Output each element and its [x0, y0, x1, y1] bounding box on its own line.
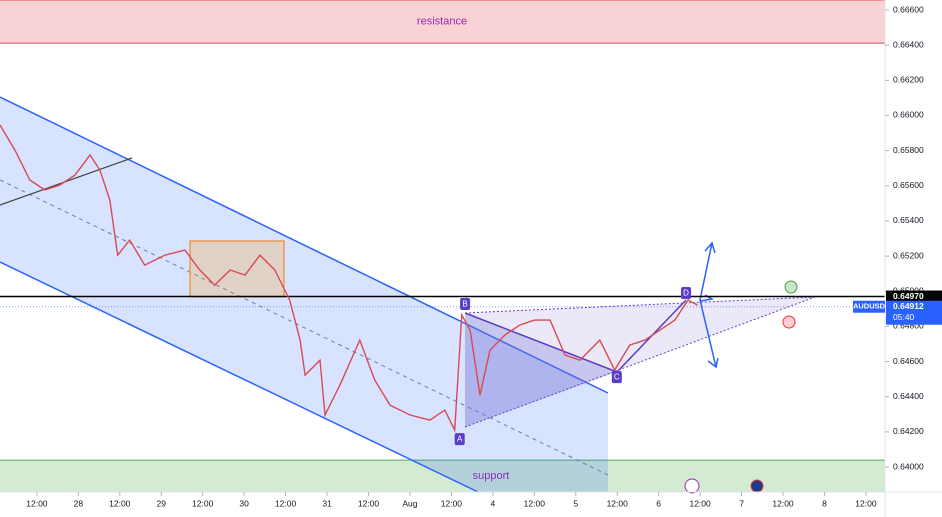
y-tick-label: 0.65200	[893, 250, 924, 260]
x-tick-label: 12:00	[524, 498, 546, 508]
price-line-label: 0.64970	[893, 291, 924, 301]
channel-upper	[0, 96, 609, 394]
x-tick-label: 12:00	[607, 498, 629, 508]
y-tick-label: 0.64200	[893, 426, 924, 436]
x-tick-label: 29	[157, 498, 167, 508]
event-icon[interactable]	[684, 478, 700, 494]
channel-lower	[0, 261, 479, 493]
abc-fill	[465, 313, 617, 427]
x-tick-label: 4	[490, 498, 495, 508]
y-tick-label: 0.64000	[893, 461, 924, 471]
stop-circle	[782, 315, 796, 329]
x-tick-label: 28	[74, 498, 84, 508]
last-price-label: 0.64912	[893, 301, 924, 311]
arrow-up	[699, 242, 713, 301]
pattern-label: D	[683, 289, 689, 298]
x-tick-label: Aug	[402, 498, 417, 508]
x-tick-label: 12:00	[441, 498, 463, 508]
y-tick-label: 0.66600	[893, 4, 924, 14]
y-tick-label: 0.66000	[893, 110, 924, 120]
y-tick-label: 0.65400	[893, 215, 924, 225]
range-box	[189, 240, 285, 298]
drawings	[0, 96, 816, 494]
pattern-label: B	[462, 300, 467, 309]
pattern-point	[681, 286, 692, 299]
arrow-down	[699, 299, 717, 368]
last-price-label-bg	[886, 300, 942, 325]
zone-label: support	[473, 470, 510, 482]
x-tick-label: 12:00	[689, 498, 711, 508]
zone-label: resistance	[417, 15, 467, 27]
x-tick-label: 7	[739, 498, 744, 508]
zones: resistance support	[0, 0, 885, 493]
y-tick-label: 0.65000	[893, 286, 924, 296]
x-tick-label: 31	[322, 498, 332, 508]
x-tick-label: 12:00	[855, 498, 877, 508]
y-tick-label: 0.65600	[893, 180, 924, 190]
x-tick-label: 12:00	[772, 498, 794, 508]
target-circle	[784, 280, 798, 294]
y-tick-label: 0.64600	[893, 356, 924, 366]
x-tick-label: 12:00	[358, 498, 380, 508]
y-tick-label: 0.66200	[893, 75, 924, 85]
news-icon[interactable]	[750, 479, 764, 493]
y-tick-label: 0.64400	[893, 391, 924, 401]
arrow-down-head	[707, 357, 719, 369]
symbol-label: AUDUSD	[853, 302, 886, 311]
x-tick-label: 5	[573, 498, 578, 508]
x-tick-label: 12:00	[109, 498, 131, 508]
price-path	[0, 124, 698, 433]
pattern-label: A	[457, 435, 463, 444]
x-tick-label: 8	[822, 498, 827, 508]
arrow-up-head	[704, 241, 716, 254]
channel-fill	[0, 97, 608, 492]
x-tick-label: 12:00	[275, 498, 297, 508]
channel-mid	[0, 179, 609, 476]
plot: A B C D	[0, 124, 885, 446]
pattern-point	[611, 371, 622, 384]
x-tick-label: 6	[656, 498, 661, 508]
pattern-point	[454, 433, 465, 446]
pattern-label: C	[614, 373, 620, 382]
x-tick-label: 12:00	[26, 498, 48, 508]
pattern-point	[460, 298, 471, 311]
price-line-label-bg	[886, 290, 942, 303]
y-tick-label: 0.66400	[893, 39, 924, 49]
zone	[0, 0, 885, 44]
y-tick-label: 0.64800	[893, 321, 924, 331]
x-tick-label: 12:00	[192, 498, 214, 508]
x-tick-label: 30	[239, 498, 249, 508]
y-tick-label: 0.65800	[893, 145, 924, 155]
countdown-label: 05:40	[893, 312, 915, 322]
zone	[0, 460, 885, 492]
symbol-label-bg	[853, 300, 885, 313]
